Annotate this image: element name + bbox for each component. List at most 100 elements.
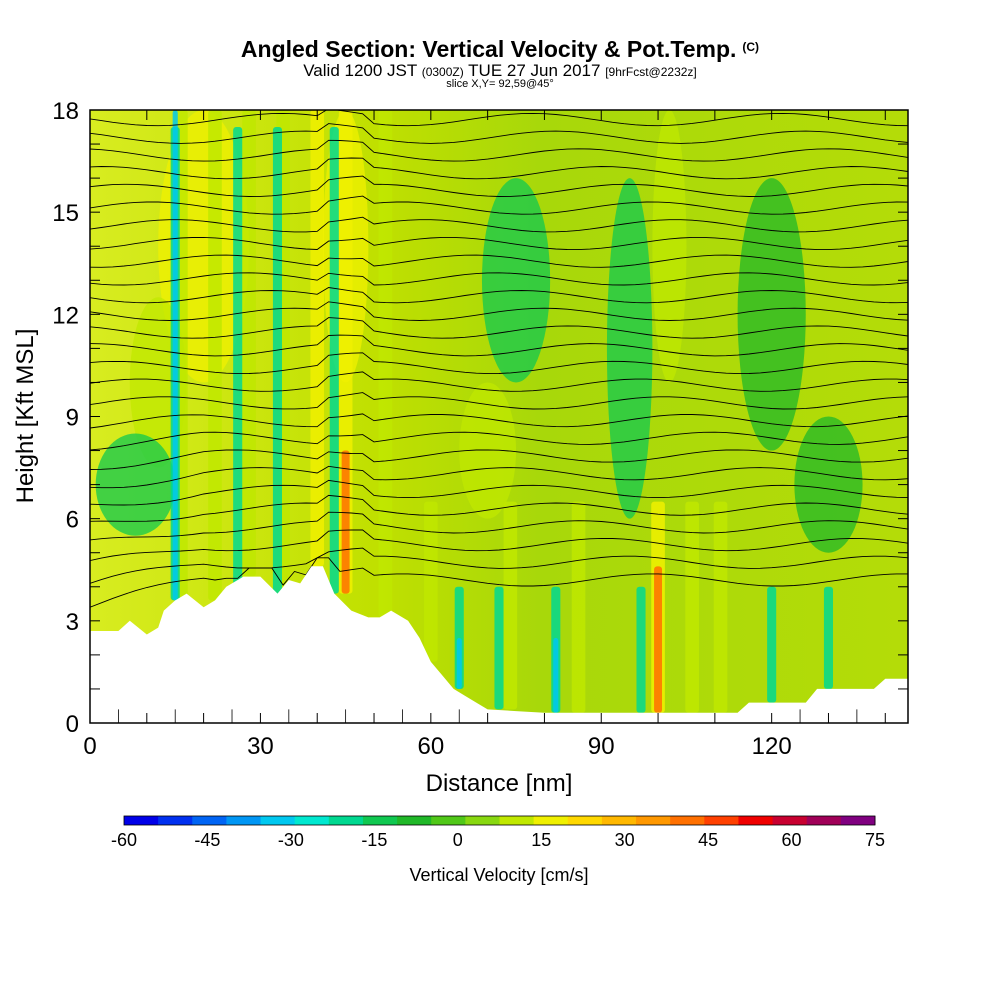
isentrope-line — [90, 465, 908, 489]
isentrope-line — [90, 216, 908, 233]
colorbar-segment — [397, 816, 432, 825]
updraft-column — [713, 501, 728, 713]
axis-ticks — [89, 109, 908, 724]
colorbar-segment — [806, 816, 842, 825]
colorbar-segment — [840, 816, 876, 825]
isentrope-line — [90, 21, 908, 38]
isentrope-line — [90, 557, 908, 608]
updraft-column — [503, 501, 518, 710]
field-patch — [95, 433, 176, 536]
field-patch — [481, 178, 551, 383]
downdraft-column — [272, 127, 283, 594]
colorbar-tick-label: 30 — [615, 830, 635, 850]
y-tick-label: 3 — [66, 609, 79, 636]
colorbar-segment — [294, 816, 330, 825]
colorbar-segment — [362, 816, 398, 825]
isentrope-line — [90, 529, 908, 562]
colorbar-label: Vertical Velocity [cm/s] — [409, 865, 588, 885]
field-patch — [652, 110, 687, 383]
y-tick-label: 15 — [52, 200, 79, 227]
colorbar-segment — [636, 816, 671, 825]
isentrope-line — [90, 157, 908, 180]
colorbar-frame — [123, 815, 876, 826]
x-tick-label: 90 — [588, 733, 615, 760]
colorbar-segment — [431, 816, 466, 825]
isentrope-line — [90, 254, 908, 268]
field-patch — [606, 178, 653, 519]
isentrope-line — [90, 334, 908, 357]
downdraft-core — [553, 637, 559, 713]
y-tick-label: 12 — [52, 302, 79, 329]
isentrope-line — [90, 494, 908, 522]
colorbar-tick-label: -45 — [194, 830, 220, 850]
isentrope-line — [90, 195, 908, 215]
isentrope-line — [90, 236, 908, 251]
colorbar-tick-label: -30 — [278, 830, 304, 850]
y-axis-tick-labels: 0 3 6 9 12 15 18 — [52, 98, 79, 738]
colorbar-tick-label: -15 — [361, 830, 387, 850]
downdraft-column — [823, 586, 834, 689]
colorbar-segment — [465, 816, 500, 825]
x-tick-label: 0 — [83, 733, 96, 760]
field-patch — [737, 178, 806, 451]
colorbar-segment — [772, 816, 808, 825]
updraft-column — [571, 501, 586, 713]
downdraft-column — [767, 586, 777, 703]
isentrope-line — [90, 371, 908, 392]
updraft-column — [310, 110, 325, 567]
y-tick-label: 9 — [66, 405, 79, 432]
isentrope-line — [90, 317, 908, 339]
y-tick-label: 18 — [52, 98, 79, 125]
isentrope-line — [90, 60, 908, 72]
updraft-column — [378, 110, 393, 618]
isentrope-line — [90, 78, 908, 90]
chart-title: Angled Section: Vertical Velocity & Pot.… — [240, 36, 760, 62]
isentrope-line — [90, 547, 908, 584]
x-axis-tick-labels: 0 30 60 90 120 — [83, 733, 791, 760]
isentrope-line — [90, 139, 908, 162]
isentrope-line — [90, 431, 908, 451]
isentrope-line — [90, 123, 908, 144]
downdraft-core — [456, 637, 462, 689]
colorbar-tick-label: 0 — [453, 830, 463, 850]
x-axis-label: Distance [nm] — [426, 770, 573, 797]
terrain — [90, 566, 908, 723]
potential-temperature-contours — [90, 21, 908, 608]
isentrope-line — [90, 352, 908, 375]
updraft-core — [654, 566, 663, 713]
colorbar-tick-label: 60 — [782, 830, 802, 850]
colorbar-segment — [670, 816, 705, 825]
downdraft-column — [636, 586, 646, 713]
field-patch — [794, 416, 863, 553]
x-tick-label: 30 — [247, 733, 274, 760]
slice-info: slice X,Y= 92,59@45° — [446, 78, 554, 90]
colorbar-tick-label: -60 — [111, 830, 137, 850]
colorbar-segment — [738, 816, 774, 825]
y-tick-label: 6 — [66, 507, 79, 534]
title-unit-tag: (C) — [742, 40, 760, 54]
colorbar-segment — [499, 816, 535, 825]
downdraft-core — [172, 110, 178, 601]
colorbar-segment — [124, 816, 159, 825]
updraft-column — [424, 501, 438, 662]
x-tick-label: 120 — [752, 733, 792, 760]
updraft-core — [341, 450, 350, 594]
chart-subtitle: Valid 1200 JST (0300Z) TUE 27 Jun 2017 [… — [303, 61, 697, 80]
x-tick-label: 60 — [417, 733, 444, 760]
updraft-column — [242, 110, 256, 577]
isentrope-line — [90, 272, 908, 286]
colorbar-segment — [260, 816, 296, 825]
y-axis-label: Height [Kft MSL] — [12, 329, 39, 504]
colorbar-tick-label: 75 — [865, 830, 885, 850]
isentrope-line — [90, 175, 908, 197]
updraft-column — [208, 110, 222, 601]
isentrope-line — [90, 392, 908, 410]
isentrope-line — [90, 287, 908, 304]
isentrope-line — [90, 511, 908, 541]
isentrope-line — [90, 42, 908, 55]
colorbar-tick-label: 45 — [698, 830, 718, 850]
isentrope-line — [90, 413, 908, 429]
downdraft-column — [329, 127, 339, 594]
downdraft-column — [494, 586, 504, 710]
